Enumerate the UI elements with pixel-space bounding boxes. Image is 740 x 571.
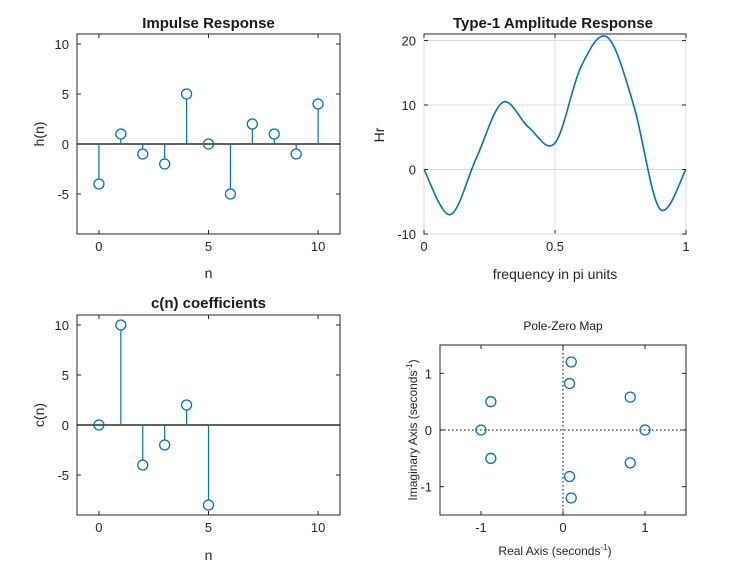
- y-tick-label: 10: [55, 318, 69, 333]
- plot-content: -1 0 1 -1 0 1: [420, 345, 686, 535]
- stem-marker: [115, 319, 127, 331]
- x-tick-label: 0: [559, 520, 566, 535]
- zero-marker: [565, 356, 577, 368]
- zero-marker: [639, 424, 651, 436]
- chart-title: Impulse Response: [142, 15, 275, 32]
- x-axis-label: Real Axis (seconds-1): [498, 543, 611, 558]
- plot-content: 0 5 10 -5 0 5 10: [55, 34, 340, 254]
- y-tick-label: 0: [409, 162, 416, 177]
- x-axis-label: frequency in pi units: [493, 266, 618, 282]
- zero-marker: [565, 492, 577, 504]
- x-axis-unit-exponent: -1: [600, 543, 608, 552]
- x-axis-label: n: [205, 547, 213, 563]
- x-tick-label: 1: [682, 239, 689, 254]
- y-tick-label: -1: [420, 480, 432, 495]
- stem-marker: [312, 98, 324, 110]
- chart-title: c(n) coefficients: [151, 295, 266, 312]
- y-tick-label: 1: [425, 366, 432, 381]
- x-axis-label-text: Real Axis (seconds: [498, 544, 600, 558]
- stem-marker: [180, 88, 193, 100]
- stem-marker: [290, 148, 302, 160]
- plot-content: 0 5 10 -5 0 5 10: [55, 315, 340, 535]
- chart-title: Pole-Zero Map: [523, 319, 603, 333]
- x-tick-label: 0: [420, 239, 427, 254]
- x-axis-label-close: ): [608, 544, 612, 558]
- x-tick-label: 10: [311, 239, 325, 254]
- stem-marker: [137, 459, 149, 471]
- zero-marker: [563, 377, 576, 390]
- y-axis-label: Hr: [371, 127, 387, 142]
- stem-marker: [268, 128, 280, 140]
- axes-frame: [76, 33, 341, 235]
- y-tick-label: 0: [62, 418, 69, 433]
- stem-marker: [159, 158, 171, 170]
- x-tick-label: 0: [95, 239, 102, 254]
- stem-marker: [137, 148, 149, 160]
- y-tick-label: -5: [57, 187, 69, 202]
- pole-zero-map-plot: -1 0 1 -1 0 1 Pole-Zero Map Real Axis (second…: [405, 319, 687, 558]
- amplitude-curve: [423, 35, 687, 216]
- stem-marker: [93, 178, 105, 190]
- zero-marker: [475, 424, 487, 436]
- y-tick-label: -5: [57, 468, 69, 483]
- stem-marker: [180, 399, 193, 411]
- zero-marker: [624, 457, 636, 469]
- y-axis-label: c(n): [31, 403, 47, 427]
- y-tick-label: 20: [402, 33, 416, 48]
- x-tick-label: -1: [475, 520, 487, 535]
- y-axis-label-close: ): [406, 359, 420, 363]
- stem-marker: [202, 499, 215, 511]
- y-tick-label: 5: [62, 87, 69, 102]
- x-tick-label: 5: [205, 239, 212, 254]
- y-tick-label: 10: [402, 98, 416, 113]
- x-tick-label: 0: [95, 520, 102, 535]
- zero-marker: [624, 391, 636, 403]
- x-axis-label: n: [205, 265, 213, 281]
- x-tick-label: 5: [205, 520, 212, 535]
- stem-marker: [202, 138, 215, 150]
- y-axis-label: h(n): [31, 122, 47, 147]
- stem-marker: [93, 419, 105, 431]
- impulse-response-plot: 0 5 10 -5 0 5 10 Impulse Response n h(n): [31, 15, 341, 281]
- y-tick-label: -10: [397, 227, 416, 242]
- x-tick-label: 0.5: [546, 239, 564, 254]
- zero-marker: [563, 470, 576, 483]
- chart-title: Type-1 Amplitude Response: [453, 15, 653, 32]
- y-tick-label: 5: [62, 368, 69, 383]
- stem-marker: [246, 118, 258, 130]
- x-tick-label: 10: [311, 520, 325, 535]
- plot-content: 0 0.5 1 -10 0 10 20: [397, 33, 689, 254]
- stem-marker: [115, 128, 127, 140]
- y-tick-label: 0: [425, 423, 432, 438]
- y-tick-label: 10: [55, 37, 69, 52]
- zero-marker: [485, 396, 497, 408]
- y-tick-label: 0: [62, 137, 69, 152]
- x-tick-label: 1: [641, 520, 648, 535]
- stem-marker: [224, 188, 237, 200]
- y-axis-label: Imaginary Axis (seconds-1): [405, 359, 420, 500]
- y-axis-unit-exponent: -1: [405, 363, 414, 371]
- cn-coefficients-plot: 0 5 10 -5 0 5 10 c(n) coefficients n c(n): [31, 295, 341, 563]
- y-axis-label-text: Imaginary Axis (seconds: [406, 371, 420, 501]
- zero-marker: [485, 452, 497, 464]
- stem-marker: [159, 439, 171, 451]
